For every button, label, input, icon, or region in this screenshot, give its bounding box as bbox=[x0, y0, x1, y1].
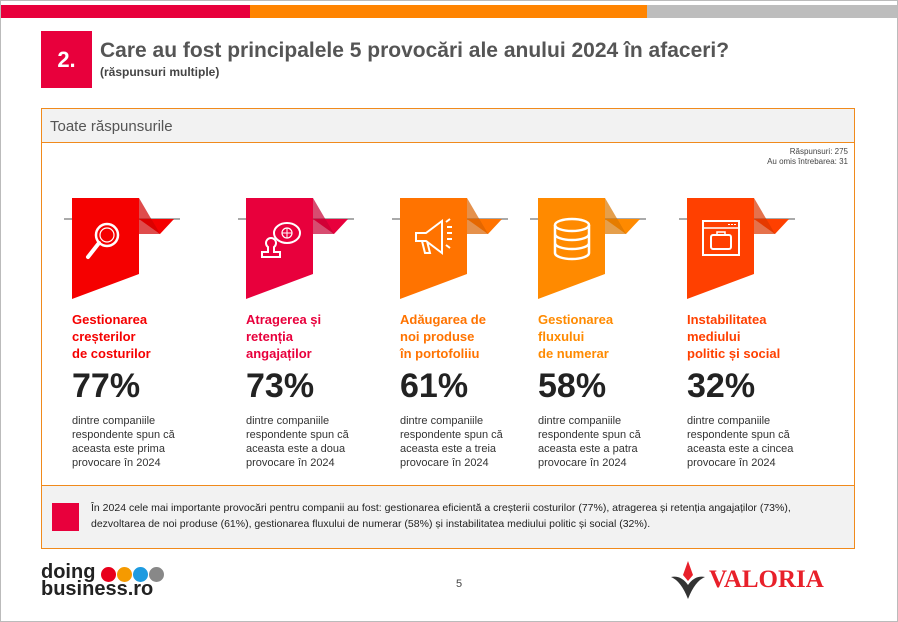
title-line: în portofoliiu bbox=[400, 346, 480, 361]
title-line: de costurilor bbox=[72, 346, 151, 361]
challenge-flag bbox=[679, 198, 795, 299]
challenge-title: Adăugarea de noi produse în portofoliiu bbox=[392, 311, 542, 362]
top-bar-gray bbox=[647, 5, 897, 18]
challenge-flag bbox=[64, 198, 180, 299]
question-number: 2. bbox=[41, 31, 92, 88]
desc-line: aceasta este a patra bbox=[538, 443, 638, 455]
challenge-card: Adăugarea de noi produse în portofoliiu 61%… bbox=[392, 195, 542, 470]
database-icon bbox=[553, 217, 591, 261]
desc-line: provocare în 2024 bbox=[400, 457, 489, 469]
summary-text: În 2024 cele mai importante provocări pe… bbox=[91, 502, 791, 530]
response-stats: Răspunsuri: 275 Au omis întrebarea: 31 bbox=[767, 147, 848, 167]
title-line: de numerar bbox=[538, 346, 609, 361]
logo-text-2: business.ro bbox=[41, 578, 154, 600]
browser-briefcase-icon bbox=[702, 220, 740, 256]
desc-line: dintre companiile bbox=[72, 415, 156, 427]
desc-line: aceasta este a doua bbox=[246, 443, 346, 455]
megaphone-icon bbox=[415, 218, 452, 255]
valoria-text: VALORIA bbox=[709, 566, 824, 593]
summary-marker bbox=[52, 503, 79, 531]
challenge-flag bbox=[530, 198, 646, 299]
title-line: Atragerea și bbox=[246, 312, 322, 327]
challenge-title: Gestionarea fluxului de numerar bbox=[530, 311, 680, 362]
top-bar-orange bbox=[250, 5, 647, 18]
skipped-count: Au omis întrebarea: 31 bbox=[767, 157, 848, 166]
challenge-flag bbox=[238, 198, 354, 299]
challenge-card: Gestionarea fluxului de numerar 58% dintre c… bbox=[530, 195, 680, 470]
logo-text-1: doing bbox=[41, 561, 96, 583]
title-line: retenția bbox=[246, 329, 293, 344]
desc-line: aceasta este a treia bbox=[400, 443, 497, 455]
challenge-card: Instabilitatea mediului politic și social 3… bbox=[679, 195, 829, 470]
challenge-card: Gestionarea creșterilor de costurilor 77% di… bbox=[64, 195, 214, 470]
page-title: Care au fost principalele 5 provocări al… bbox=[100, 39, 730, 62]
page-number: 5 bbox=[456, 578, 463, 590]
desc-line: respondente spun că bbox=[246, 429, 349, 441]
panel-title: Toate răspunsurile bbox=[42, 109, 854, 143]
challenge-description: dintre companiile respondente spun că acea… bbox=[530, 414, 680, 470]
challenge-percent: 32% bbox=[687, 367, 756, 405]
desc-line: aceasta este a cincea bbox=[687, 443, 794, 455]
title-line: noi produse bbox=[400, 329, 475, 344]
challenge-percent: 58% bbox=[538, 367, 607, 405]
doingbusiness-logo: doing business.ro bbox=[41, 561, 154, 600]
results-panel: Toate răspunsurile Răspunsuri: 275 Au om… bbox=[41, 108, 855, 549]
desc-line: provocare în 2024 bbox=[687, 457, 776, 469]
desc-line: provocare în 2024 bbox=[538, 457, 627, 469]
desc-line: respondente spun că bbox=[687, 429, 790, 441]
desc-line: provocare în 2024 bbox=[72, 457, 161, 469]
title-line: Adăugarea de bbox=[400, 312, 486, 327]
challenge-percent: 73% bbox=[246, 367, 315, 405]
valoria-logo: VALORIA bbox=[671, 561, 824, 599]
challenge-percent: 61% bbox=[400, 367, 469, 405]
page-subtitle: (răspunsuri multiple) bbox=[100, 65, 220, 79]
challenge-description: dintre companiile respondente spun că acea… bbox=[64, 414, 214, 470]
summary-box: În 2024 cele mai importante provocări pe… bbox=[42, 485, 854, 548]
stamp-globe-icon bbox=[261, 222, 301, 258]
desc-line: dintre companiile bbox=[246, 415, 330, 427]
challenge-description: dintre companiile respondente spun că acea… bbox=[679, 414, 829, 470]
desc-line: dintre companiile bbox=[400, 415, 484, 427]
title-line: Gestionarea bbox=[72, 312, 148, 327]
desc-line: dintre companiile bbox=[687, 415, 771, 427]
title-line: politic și social bbox=[687, 346, 781, 361]
challenge-description: dintre companiile respondente spun că acea… bbox=[392, 414, 542, 470]
challenge-flag bbox=[392, 198, 508, 299]
desc-line: respondente spun că bbox=[400, 429, 503, 441]
title-line: angajaților bbox=[246, 346, 312, 361]
title-line: Instabilitatea bbox=[687, 312, 767, 327]
challenge-title: Atragerea și retenția angajaților bbox=[238, 311, 388, 362]
challenge-card: Atragerea și retenția angajaților 73% dintre… bbox=[238, 195, 388, 470]
desc-line: aceasta este prima bbox=[72, 443, 165, 455]
top-bar-red bbox=[1, 5, 250, 18]
desc-line: dintre companiile bbox=[538, 415, 622, 427]
desc-line: provocare în 2024 bbox=[246, 457, 335, 469]
challenge-title: Instabilitatea mediului politic și social bbox=[679, 311, 829, 362]
desc-line: respondente spun că bbox=[72, 429, 175, 441]
challenge-percent: 77% bbox=[72, 367, 141, 405]
valoria-emblem-icon bbox=[671, 561, 705, 599]
title-line: fluxului bbox=[538, 329, 585, 344]
challenge-description: dintre companiile respondente spun că acea… bbox=[238, 414, 388, 470]
title-line: Gestionarea bbox=[538, 312, 614, 327]
magnifier-icon bbox=[86, 222, 120, 259]
title-line: mediului bbox=[687, 329, 741, 344]
logo-dots bbox=[101, 567, 164, 582]
challenge-title: Gestionarea creșterilor de costurilor bbox=[64, 311, 214, 362]
title-line: creșterilor bbox=[72, 329, 136, 344]
desc-line: respondente spun că bbox=[538, 429, 641, 441]
responses-count: Răspunsuri: 275 bbox=[789, 147, 848, 156]
